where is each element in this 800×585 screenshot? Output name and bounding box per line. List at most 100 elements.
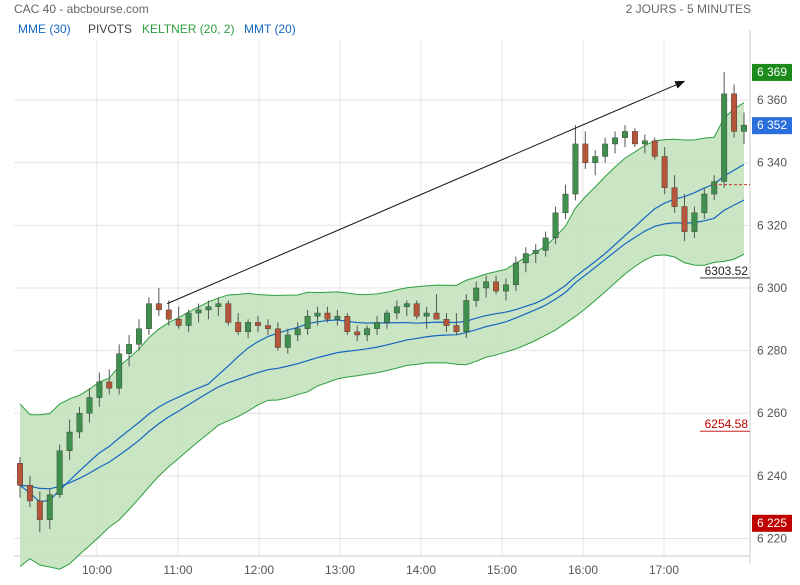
candle-body xyxy=(413,303,420,317)
candle xyxy=(512,256,519,292)
candle xyxy=(116,344,123,395)
candle-body xyxy=(453,325,460,333)
y-tick-label: 6 220 xyxy=(757,531,787,545)
candle xyxy=(354,325,361,342)
candle xyxy=(384,309,390,329)
candle-body xyxy=(215,303,222,307)
candle-body xyxy=(56,450,63,495)
candle xyxy=(542,231,549,257)
candle xyxy=(265,319,271,335)
candle xyxy=(631,128,638,148)
y-tick-label: 6 360 xyxy=(757,93,787,107)
period-label: 2 JOURS - 5 MINUTES xyxy=(626,2,751,16)
candle-body xyxy=(512,262,519,286)
candle xyxy=(641,134,648,154)
candle xyxy=(562,184,569,220)
candle xyxy=(503,278,509,301)
candle-body xyxy=(304,315,311,329)
candle-body xyxy=(195,309,202,314)
badge-last-bg xyxy=(752,117,792,135)
candle xyxy=(304,309,311,335)
candle-body xyxy=(26,485,33,502)
candle xyxy=(681,194,688,242)
candle xyxy=(651,137,658,160)
candle-body xyxy=(602,143,609,157)
candle xyxy=(592,150,599,176)
candle-body xyxy=(433,312,440,320)
legend-pivots[interactable]: PIVOTS xyxy=(88,22,132,36)
candle-body xyxy=(66,431,73,451)
candle-body xyxy=(691,212,698,232)
candle xyxy=(334,309,341,326)
candle xyxy=(76,406,83,439)
candle xyxy=(522,247,529,273)
candle xyxy=(661,147,668,195)
y-tick-label: 6 340 xyxy=(757,156,787,170)
candle xyxy=(572,125,579,201)
candle xyxy=(235,313,242,335)
candle xyxy=(453,313,460,335)
x-tick-label: 17:00 xyxy=(649,563,679,577)
candle xyxy=(126,334,133,367)
candle xyxy=(17,457,23,498)
candle xyxy=(36,491,43,533)
candle xyxy=(701,187,708,220)
x-tick-label: 14:00 xyxy=(406,563,436,577)
x-tick-label: 11:00 xyxy=(163,563,192,577)
legend-keltner[interactable]: KELTNER (20, 2) xyxy=(142,22,234,36)
candle xyxy=(582,131,589,169)
candle xyxy=(473,281,480,307)
candle xyxy=(413,300,420,320)
badge-low-text: 6 225 xyxy=(757,516,787,530)
candle-body xyxy=(96,381,103,398)
candle xyxy=(195,303,202,323)
legend-mmt[interactable]: MMT (20) xyxy=(244,22,296,36)
candle-body xyxy=(106,381,113,389)
x-tick-label: 15:00 xyxy=(487,563,517,577)
candle xyxy=(602,137,609,163)
candle-body xyxy=(582,143,589,163)
candle xyxy=(96,372,103,407)
candle-body xyxy=(344,315,351,333)
candle-body xyxy=(354,331,361,336)
candle xyxy=(314,306,321,326)
candle-body xyxy=(493,281,499,292)
candle-body xyxy=(245,322,252,333)
keltner-lower xyxy=(19,253,745,570)
candle-body xyxy=(671,187,678,207)
candle-body xyxy=(324,312,331,320)
candle xyxy=(215,297,222,317)
candle-body xyxy=(592,156,599,163)
candle-body xyxy=(562,193,569,214)
candle xyxy=(165,300,172,326)
candle-body xyxy=(631,131,638,145)
candle xyxy=(26,475,33,508)
candle-body xyxy=(364,328,371,336)
candle-body xyxy=(741,124,747,132)
candle xyxy=(86,388,93,423)
candle xyxy=(463,294,470,339)
candle xyxy=(294,322,301,342)
y-tick-label: 6 300 xyxy=(757,281,787,295)
legend-mme[interactable]: MME (30) xyxy=(18,22,71,36)
x-tick-label: 12:00 xyxy=(244,563,274,577)
candle xyxy=(66,419,73,461)
candle-body xyxy=(721,93,728,182)
candle-body xyxy=(552,212,559,239)
moving-averages xyxy=(19,163,745,503)
badge-high-text: 6 369 xyxy=(757,65,787,79)
y-axis: 6 220 6 240 6 260 6 280 6 300 6 320 6 340 6 360… xyxy=(752,63,792,545)
candle-body xyxy=(155,303,162,311)
candle xyxy=(483,275,490,298)
candle-body xyxy=(542,237,549,251)
candle-body xyxy=(473,287,480,301)
keltner-channel xyxy=(19,102,745,570)
candle-body xyxy=(423,312,430,317)
candle xyxy=(185,309,192,332)
mmt-line xyxy=(19,163,745,503)
y-tick-label: 6 280 xyxy=(757,344,787,358)
candle xyxy=(344,313,351,335)
candle-body xyxy=(661,156,668,188)
candle-body xyxy=(403,303,410,307)
keltner-upper xyxy=(19,102,745,416)
